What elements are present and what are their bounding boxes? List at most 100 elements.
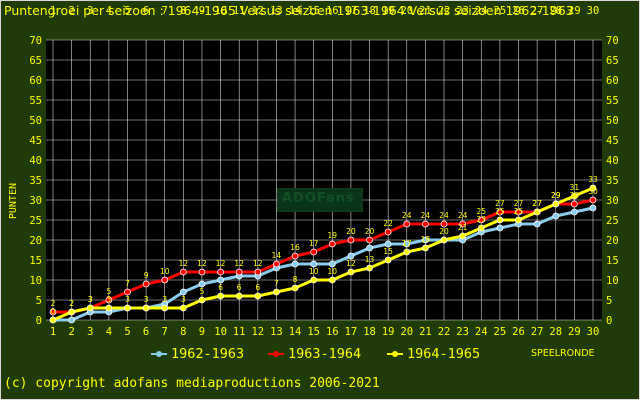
y-tick-label-left: 70 xyxy=(29,35,42,47)
data-point-1963-1964 xyxy=(384,228,392,236)
x-tick-label-top: 23 xyxy=(456,5,469,17)
y-tick-label-right: 0 xyxy=(606,315,612,327)
y-tick-label-right: 5 xyxy=(606,295,612,307)
data-point-1964-1965 xyxy=(589,184,597,192)
data-label-1963-1964: 2 xyxy=(69,299,74,308)
data-label-1963-1964: 12 xyxy=(216,259,226,268)
data-label-1964-1965: 0 xyxy=(51,307,56,316)
data-label-1964-1965: 29 xyxy=(551,191,561,200)
data-label-1964-1965: 10 xyxy=(309,267,319,276)
data-point-1964-1965 xyxy=(49,316,57,324)
data-label-1964-1965: 8 xyxy=(293,275,298,284)
legend-item-1962-1963: 1962-1963 xyxy=(151,346,244,362)
legend-item-1964-1965: 1964-1965 xyxy=(387,346,480,362)
x-tick-label-top: 18 xyxy=(363,5,376,17)
data-label-1964-1965: 3 xyxy=(144,295,149,304)
data-point-1962-1963 xyxy=(347,252,355,260)
data-label-1964-1965: 13 xyxy=(365,255,375,264)
x-tick-label-top: 19 xyxy=(382,5,395,17)
data-point-1963-1964 xyxy=(235,268,243,276)
data-point-1964-1965 xyxy=(366,264,373,272)
data-point-1964-1965 xyxy=(328,276,336,284)
data-label-1964-1965: 27 xyxy=(532,199,542,208)
data-label-1963-1964: 24 xyxy=(402,211,412,220)
x-tick-label-top: 4 xyxy=(106,5,112,17)
data-point-1964-1965 xyxy=(86,304,94,312)
data-label-1963-1964: 27 xyxy=(532,199,542,208)
data-point-1964-1965 xyxy=(347,268,355,276)
data-label-1964-1965: 3 xyxy=(181,295,186,304)
data-point-1964-1965 xyxy=(515,216,522,224)
x-tick-label-top: 20 xyxy=(400,5,413,17)
data-point-1962-1963 xyxy=(291,260,299,268)
watermark-box xyxy=(277,188,363,212)
data-label-1963-1964: 22 xyxy=(383,219,393,228)
x-tick-label-top: 26 xyxy=(512,5,525,17)
x-tick-label-top: 11 xyxy=(233,5,246,17)
data-label-1964-1965: 21 xyxy=(458,223,468,232)
x-tick-label-bottom: 27 xyxy=(531,326,544,338)
data-label-1964-1965: 15 xyxy=(383,247,393,256)
data-point-1963-1964 xyxy=(421,220,429,228)
x-tick-label-top: 16 xyxy=(326,5,339,17)
data-point-1963-1964 xyxy=(477,216,485,224)
data-label-1964-1965: 25 xyxy=(514,207,524,216)
data-point-1964-1965 xyxy=(459,232,467,240)
y-tick-label-left: 60 xyxy=(29,75,42,87)
data-label-1964-1965: 12 xyxy=(346,259,356,268)
data-label-1963-1964: 29 xyxy=(551,191,561,200)
data-point-1963-1964 xyxy=(291,252,299,260)
data-label-1964-1965: 3 xyxy=(125,295,130,304)
data-label-1963-1964: 12 xyxy=(253,259,263,268)
y-tick-label-left: 15 xyxy=(29,255,42,267)
y-tick-label-left: 0 xyxy=(36,315,42,327)
data-point-1964-1965 xyxy=(291,284,299,292)
x-tick-label-bottom: 11 xyxy=(233,326,246,338)
data-point-1962-1963 xyxy=(552,212,560,220)
y-tick-label-left: 20 xyxy=(29,235,42,247)
data-point-1963-1964 xyxy=(589,196,597,204)
y-tick-label-left: 35 xyxy=(29,175,42,187)
y-tick-label-right: 60 xyxy=(606,75,619,87)
data-point-1964-1965 xyxy=(124,304,131,312)
data-label-1963-1964: 2 xyxy=(51,299,56,308)
x-tick-label-bottom: 30 xyxy=(587,326,600,338)
legend-swatch-1962-1963 xyxy=(151,350,167,358)
data-label-1964-1965: 3 xyxy=(106,295,111,304)
data-point-1964-1965 xyxy=(533,208,541,216)
data-point-1962-1963 xyxy=(366,244,373,252)
y-tick-label-left: 10 xyxy=(29,275,42,287)
x-tick-label-top: 7 xyxy=(162,5,168,17)
data-point-1963-1964 xyxy=(161,276,169,284)
data-point-1964-1965 xyxy=(105,304,113,312)
x-tick-label-top: 6 xyxy=(143,5,149,17)
y-tick-label-right: 50 xyxy=(606,115,619,127)
data-point-1963-1964 xyxy=(124,288,131,296)
data-point-1962-1963 xyxy=(310,260,318,268)
data-point-1962-1963 xyxy=(570,208,578,216)
data-label-1963-1964: 30 xyxy=(588,187,598,196)
data-label-1963-1964: 12 xyxy=(179,259,189,268)
x-tick-label-top: 27 xyxy=(531,5,544,17)
x-tick-label-bottom: 15 xyxy=(307,326,320,338)
x-tick-label-top: 5 xyxy=(124,5,130,17)
x-tick-label-bottom: 2 xyxy=(68,326,74,338)
legend-label: 1962-1963 xyxy=(171,346,245,362)
data-label-1964-1965: 25 xyxy=(495,207,505,216)
data-point-1962-1963 xyxy=(421,236,429,244)
data-point-1964-1965 xyxy=(68,308,76,316)
data-point-1964-1965 xyxy=(570,192,578,200)
x-tick-label-bottom: 16 xyxy=(326,326,339,338)
x-tick-label-top: 1 xyxy=(50,5,56,17)
x-tick-label-top: 13 xyxy=(270,5,283,17)
y-tick-label-left: 30 xyxy=(29,195,42,207)
data-label-1963-1964: 5 xyxy=(106,287,111,296)
x-tick-label-top: 22 xyxy=(438,5,451,17)
data-point-1964-1965 xyxy=(161,304,169,312)
data-label-1963-1964: 25 xyxy=(476,207,486,216)
data-label-1963-1964: 27 xyxy=(514,199,524,208)
x-tick-label-bottom: 18 xyxy=(363,326,376,338)
data-point-1963-1964 xyxy=(217,268,224,276)
data-label-1963-1964: 9 xyxy=(144,271,149,280)
